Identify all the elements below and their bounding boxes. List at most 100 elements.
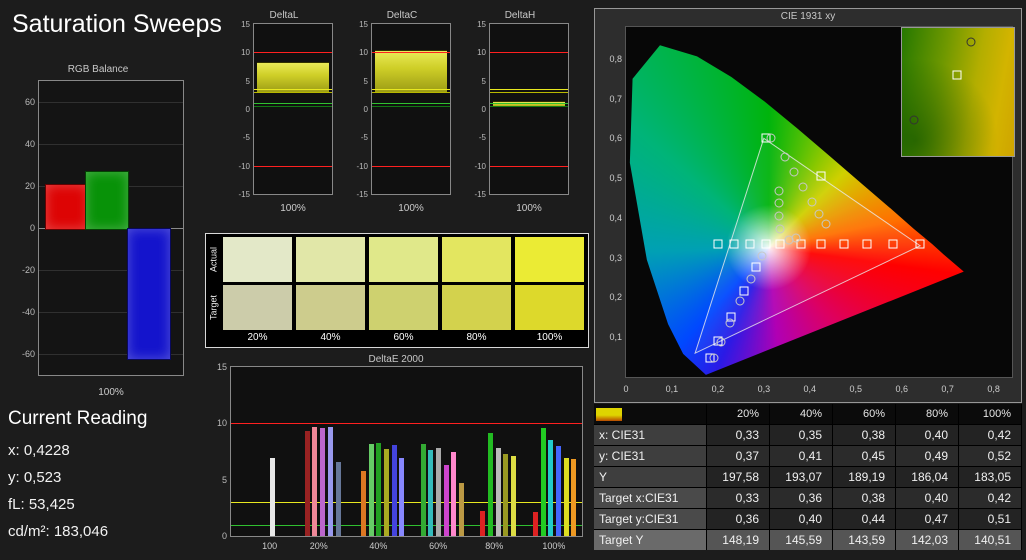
axis-tick-label: 0,3 [757, 384, 771, 394]
measurement-circle [798, 182, 808, 192]
table-cell: 142,03 [896, 530, 958, 550]
target-swatch [515, 285, 584, 330]
axis-tick-label: 0 [363, 105, 368, 114]
deltaH-chart[interactable]: DeltaH 15 10 5 0 -5 -10 -15 100% [468, 8, 572, 220]
deltae-bar [487, 433, 493, 536]
deltaL-chart[interactable]: DeltaL 15 10 5 0 -5 -10 -15 100% [232, 8, 336, 220]
target-square [839, 239, 849, 249]
deltae-bar [548, 440, 554, 536]
deltae-bar [304, 431, 310, 536]
reference-line [231, 524, 582, 526]
saturation-column-label: 100% [536, 332, 563, 343]
saturation-column-label: 20% [247, 332, 268, 343]
rgb-x-label: 100% [98, 387, 124, 398]
target-square [888, 239, 898, 249]
measurement-circle [789, 167, 799, 177]
axis-tick-label: 10 [477, 48, 486, 58]
reference-line [254, 92, 332, 93]
axis-tick-label: -5 [478, 133, 486, 143]
deltae-bar [384, 449, 390, 536]
deltaH-x-label: 100% [516, 203, 542, 214]
measurement-circle [774, 186, 784, 196]
table-cell: 0,45 [833, 446, 895, 466]
table-cell: 0,52 [959, 446, 1021, 466]
inset-measurement-circle [966, 37, 976, 47]
reference-line [490, 92, 568, 93]
deltae2000-chart[interactable]: DeltaE 2000 15 10 5 0 100 20% 40% 60% 80% 100% [205, 352, 587, 555]
axis-tick-label: 20% [309, 541, 328, 551]
target-square [745, 239, 755, 249]
deltaC-x-label: 100% [398, 203, 424, 214]
deltae-bar [511, 456, 517, 536]
table-cell: 0,44 [833, 509, 895, 529]
deltae-bar [312, 426, 318, 536]
axis-tick-label: 0,6 [609, 133, 622, 144]
measurement-circle [766, 133, 776, 143]
current-reading-value: x: 0,4228 [8, 442, 70, 459]
table-row-label: Target x:CIE31 [594, 488, 706, 508]
axis-tick-label: 15 [216, 362, 227, 372]
axis-tick-label: 0,6 [895, 384, 908, 394]
measurement-circle [814, 209, 824, 219]
current-reading-value: y: 0,523 [8, 469, 62, 486]
deltae-bar [420, 443, 426, 536]
inset-measurement-circle [909, 115, 919, 125]
actual-target-swatch-table[interactable]: Actual Target 20% 40% 60% 80% 100% [205, 233, 589, 348]
table-cell: 0,42 [959, 425, 1021, 445]
axis-tick-label: 5 [245, 76, 250, 86]
reference-line [372, 52, 450, 54]
deltae-bar [376, 442, 382, 536]
gridline [39, 354, 183, 355]
gridline [39, 270, 183, 271]
axis-tick-label: 40 [24, 139, 35, 149]
axis-tick-label: 0,4 [609, 212, 622, 223]
deltae-bar [368, 443, 374, 536]
table-row-label: y: CIE31 [594, 446, 706, 466]
axis-tick-label: 5 [363, 76, 368, 86]
cie-1931-chart[interactable]: CIE 1931 xy 0 0,1 0,2 0,3 0,4 0,5 0,6 0,7 0,8 0,1… [594, 8, 1022, 403]
reference-line [254, 165, 332, 167]
table-cell: 0,47 [896, 509, 958, 529]
current-reading-value: cd/m²: 183,046 [8, 523, 109, 540]
deltaL-plot: 15 10 5 0 -5 -10 -15 [238, 20, 333, 199]
deltae-bar [495, 448, 501, 536]
table-row-label: Target y:CIE31 [594, 509, 706, 529]
actual-swatch [296, 237, 365, 282]
axis-tick-label: 0,3 [609, 252, 622, 263]
measurement-circle [709, 353, 719, 363]
axis-tick-label: 0 [29, 223, 35, 233]
axis-tick-label: 0,8 [987, 384, 1000, 394]
rgb-balance-chart[interactable]: RGB Balance 60 40 20 0 -20 -40 -60 100% [8, 62, 188, 404]
actual-swatch [442, 237, 511, 282]
reference-line [372, 103, 450, 105]
axis-tick-label: 100 [262, 541, 278, 551]
reference-line [490, 52, 568, 54]
measurement-table[interactable]: 20% 40% 60% 80% 100% x: CIE31 0,33 0,35 0,38 0,40… [594, 404, 1022, 550]
page-title: Saturation Sweeps [12, 10, 222, 38]
gamut-triangle [695, 138, 920, 353]
target-swatch [442, 285, 511, 330]
deltae-bar [327, 426, 333, 536]
table-cell: 197,58 [707, 467, 769, 487]
axis-tick-label: 100% [542, 541, 566, 551]
current-reading-heading: Current Reading [8, 408, 148, 429]
measurement-circle [775, 224, 785, 234]
table-header-cell: 40% [770, 404, 832, 424]
axis-tick-label: 10 [216, 418, 227, 429]
actual-row-label: Actual [208, 247, 219, 273]
table-header-cell: 60% [833, 404, 895, 424]
deltae-bar [571, 459, 577, 536]
deltaC-chart[interactable]: DeltaC 15 10 5 0 -5 -10 -15 100% [350, 8, 454, 220]
target-row-label: Target [208, 295, 219, 321]
axis-tick-label: 0,8 [609, 53, 622, 64]
table-cell: 0,40 [896, 488, 958, 508]
actual-swatch [515, 237, 584, 282]
current-reading-values: x: 0,4228 y: 0,523 fL: 53,425 cd/m²: 183,04… [8, 442, 147, 540]
deltae-bar [428, 450, 434, 536]
deltaH-title: DeltaH [504, 10, 536, 21]
reference-line [231, 502, 582, 504]
deltae-bar [451, 451, 457, 536]
axis-tick-label: -40 [21, 307, 35, 317]
measurement-circle [807, 197, 817, 207]
gridline [39, 102, 183, 103]
